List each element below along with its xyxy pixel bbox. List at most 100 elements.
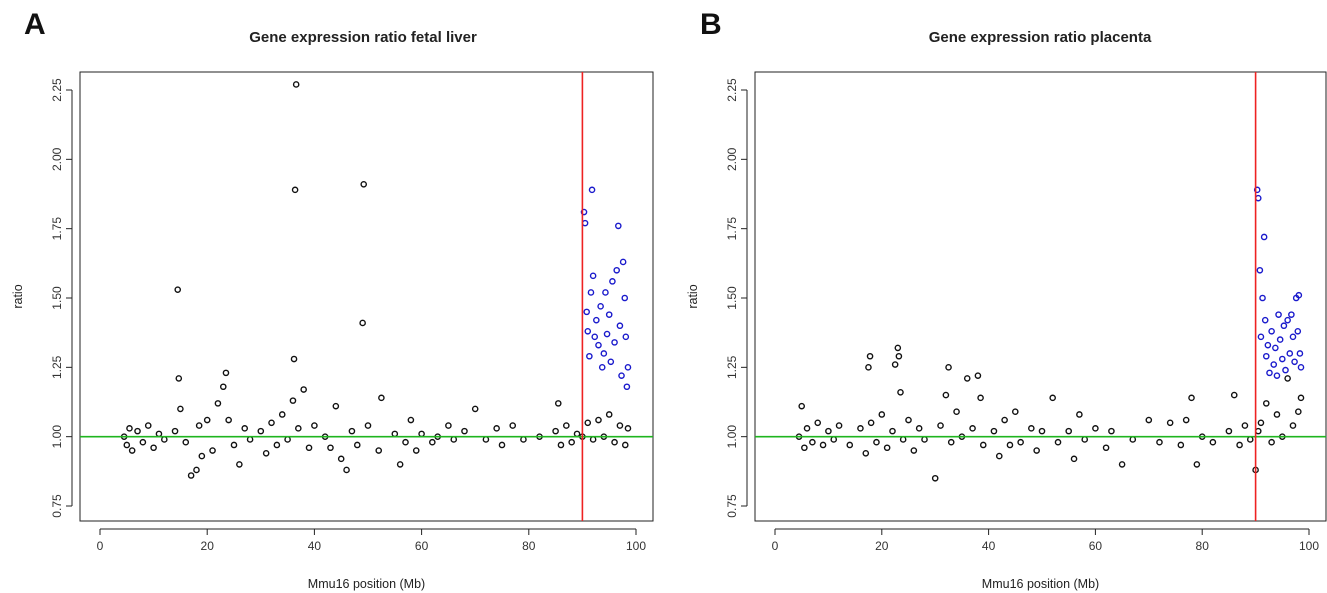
data-point-highlight xyxy=(1270,361,1278,368)
data-point xyxy=(418,430,425,438)
data-point xyxy=(865,364,872,371)
data-point-highlight xyxy=(611,339,618,346)
data-point xyxy=(945,364,952,371)
data-point xyxy=(605,411,613,418)
data-point xyxy=(1070,455,1078,463)
data-point-highlight xyxy=(613,266,621,274)
data-point xyxy=(1038,427,1046,435)
y-axis-label: ratio xyxy=(686,284,700,308)
data-point xyxy=(1012,408,1019,416)
data-point xyxy=(128,447,136,454)
data-point xyxy=(910,447,918,454)
data-point xyxy=(193,466,200,474)
data-point xyxy=(195,422,203,429)
data-point xyxy=(846,441,854,449)
x-tick-label: 60 xyxy=(1089,539,1103,553)
data-point xyxy=(921,436,928,443)
data-point xyxy=(873,438,880,446)
data-point xyxy=(830,436,838,443)
data-point xyxy=(1028,425,1035,432)
data-point-highlight xyxy=(1273,372,1281,379)
data-point xyxy=(809,438,816,446)
data-point xyxy=(311,422,318,429)
data-point xyxy=(471,405,479,413)
data-point xyxy=(1188,394,1195,402)
data-point xyxy=(624,425,632,432)
x-tick-label: 0 xyxy=(97,539,104,553)
data-point xyxy=(1102,444,1110,452)
x-tick-label: 80 xyxy=(1196,539,1210,553)
data-point xyxy=(1284,375,1291,382)
data-point xyxy=(1033,447,1040,454)
data-point xyxy=(584,419,592,427)
data-point xyxy=(493,425,500,432)
data-point xyxy=(937,422,944,429)
x-tick-label: 60 xyxy=(415,539,429,553)
data-point xyxy=(230,441,238,449)
data-point-highlight xyxy=(1288,311,1295,318)
data-point xyxy=(364,422,372,429)
data-point xyxy=(214,400,222,407)
y-tick-label: 1.00 xyxy=(50,425,64,449)
data-point-highlight xyxy=(583,308,590,316)
data-point xyxy=(1295,408,1302,416)
y-tick-label: 1.50 xyxy=(725,286,739,310)
data-point-highlight xyxy=(1266,369,1273,377)
data-point xyxy=(126,425,133,432)
data-point-highlight xyxy=(1254,194,1262,202)
data-point-highlight xyxy=(581,219,589,227)
data-point-highlight xyxy=(1264,341,1272,349)
data-point xyxy=(144,422,152,429)
data-point-highlight xyxy=(589,272,597,280)
data-point xyxy=(1001,416,1008,424)
data-point xyxy=(375,447,383,454)
data-point xyxy=(123,441,131,449)
y-tick-label: 1.00 xyxy=(725,425,739,449)
data-point xyxy=(155,430,163,438)
data-point xyxy=(1262,400,1270,407)
data-point-highlight xyxy=(624,364,632,371)
y-tick-label: 0.75 xyxy=(50,494,64,518)
data-point-highlight xyxy=(607,358,615,366)
y-tick-label: 2.25 xyxy=(50,78,64,102)
data-point xyxy=(1017,438,1024,446)
data-point-highlight xyxy=(603,330,611,338)
x-tick-label: 100 xyxy=(1299,539,1319,553)
data-point xyxy=(396,461,404,468)
data-point xyxy=(1156,438,1163,446)
data-point xyxy=(139,438,147,446)
data-point xyxy=(1054,438,1062,446)
data-point xyxy=(1254,427,1262,435)
data-point-highlight xyxy=(622,333,630,341)
data-point xyxy=(1145,416,1153,424)
data-point xyxy=(589,436,597,443)
data-point xyxy=(1193,461,1201,468)
data-point xyxy=(209,447,216,454)
data-point xyxy=(862,450,870,457)
data-point xyxy=(1236,441,1243,449)
data-point-highlight xyxy=(591,333,599,341)
data-point-highlight xyxy=(618,372,625,379)
data-point-highlight xyxy=(602,289,609,296)
data-point xyxy=(134,427,141,435)
data-point xyxy=(359,319,366,327)
data-point xyxy=(897,388,904,396)
data-point-highlight xyxy=(623,383,631,391)
panel-a: A Gene expression ratio fetal liver 0.75 1.… xyxy=(11,8,654,591)
data-point xyxy=(977,394,984,402)
data-point-highlight xyxy=(1253,186,1261,194)
data-point xyxy=(257,427,265,435)
data-point xyxy=(1108,427,1115,435)
data-point xyxy=(883,444,891,452)
y-tick-label: 1.50 xyxy=(50,286,64,310)
x-tick-label: 20 xyxy=(201,539,215,553)
data-point xyxy=(391,430,399,438)
data-point xyxy=(292,81,300,88)
data-point xyxy=(554,400,562,407)
data-point xyxy=(1225,427,1233,435)
data-point xyxy=(198,452,206,460)
data-point-highlight xyxy=(598,364,606,371)
data-point-highlight xyxy=(1296,350,1304,357)
data-point xyxy=(236,461,243,468)
